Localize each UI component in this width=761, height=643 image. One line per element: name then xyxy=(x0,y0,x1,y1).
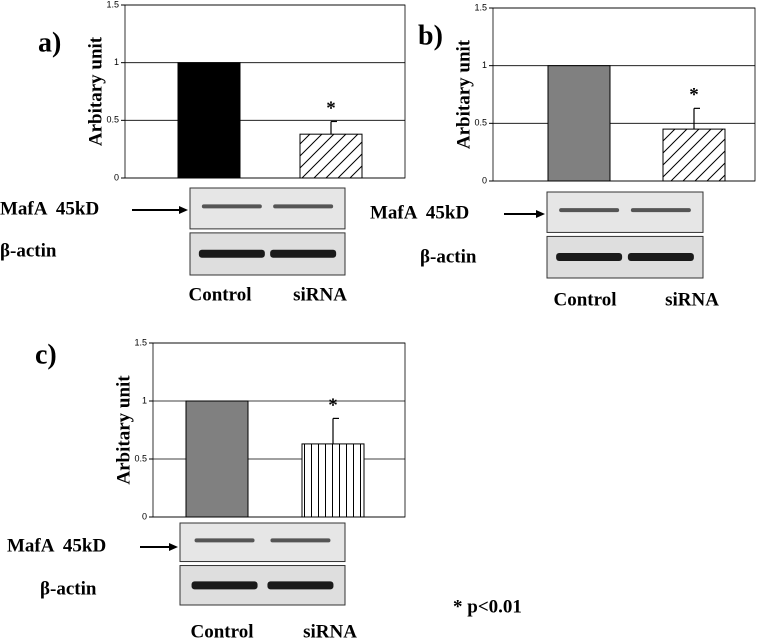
bar xyxy=(177,62,241,179)
annotation: * xyxy=(689,85,699,106)
blot-top xyxy=(546,191,704,233)
band-actin xyxy=(191,581,258,590)
blot-label: β-actin xyxy=(40,578,97,599)
plot-frame xyxy=(124,4,406,179)
band-mafa xyxy=(273,204,334,209)
x-tick-label: siRNA xyxy=(303,621,357,642)
panel-label: a) xyxy=(38,27,61,58)
band-actin xyxy=(627,253,694,262)
blot-label: MafA 45kD xyxy=(0,198,99,219)
band-actin xyxy=(556,253,623,262)
y-tick-label: 0.5 xyxy=(474,118,487,128)
y-axis-label: Arbitary unit xyxy=(85,36,106,146)
band-actin xyxy=(267,581,334,590)
y-tick-label: 0 xyxy=(482,175,487,185)
y-tick-label: 0.5 xyxy=(134,453,147,463)
x-tick-label: Control xyxy=(189,284,252,305)
y-axis-label: Arbitary unit xyxy=(113,375,134,485)
panel-label: c) xyxy=(35,339,57,370)
blot-top xyxy=(189,187,346,230)
footnote: * p<0.01 xyxy=(453,596,522,617)
annotation: * xyxy=(326,98,336,119)
bar xyxy=(301,443,365,518)
x-tick-label: siRNA xyxy=(665,289,719,310)
y-tick-label: 1.5 xyxy=(134,337,147,347)
y-axis-label: Arbitary unit xyxy=(453,39,474,149)
x-tick-label: siRNA xyxy=(293,284,347,305)
blot-label: MafA 45kD xyxy=(370,202,469,223)
band-actin xyxy=(270,249,337,258)
band-mafa xyxy=(270,538,331,543)
blot-label: β-actin xyxy=(0,240,57,261)
band-mafa xyxy=(630,208,691,213)
annotation: * xyxy=(328,395,338,416)
arrow-head xyxy=(179,206,188,214)
x-tick-label: Control xyxy=(554,289,617,310)
blot-label: MafA 45kD xyxy=(7,535,106,556)
band-mafa xyxy=(201,204,262,209)
band-mafa xyxy=(194,538,255,543)
panel-label: b) xyxy=(418,20,443,51)
y-tick-label: 0 xyxy=(114,172,119,182)
bar xyxy=(662,128,726,182)
bar xyxy=(185,400,249,518)
y-tick-label: 0 xyxy=(142,511,147,521)
blot-label: β-actin xyxy=(420,246,477,267)
plot-frame xyxy=(492,7,756,182)
bar xyxy=(547,65,611,182)
y-tick-label: 1.5 xyxy=(106,0,119,9)
plot-frame xyxy=(152,342,406,518)
arrow-head xyxy=(169,543,178,551)
bar xyxy=(299,133,363,179)
band-mafa xyxy=(559,208,620,213)
y-tick-label: 0.5 xyxy=(106,115,119,125)
x-tick-label: Control xyxy=(191,621,254,642)
y-tick-label: 1 xyxy=(114,57,119,67)
arrow-head xyxy=(536,210,545,218)
band-actin xyxy=(198,249,265,258)
y-tick-label: 1 xyxy=(142,395,147,405)
y-tick-label: 1 xyxy=(482,60,487,70)
y-tick-label: 1.5 xyxy=(474,2,487,12)
